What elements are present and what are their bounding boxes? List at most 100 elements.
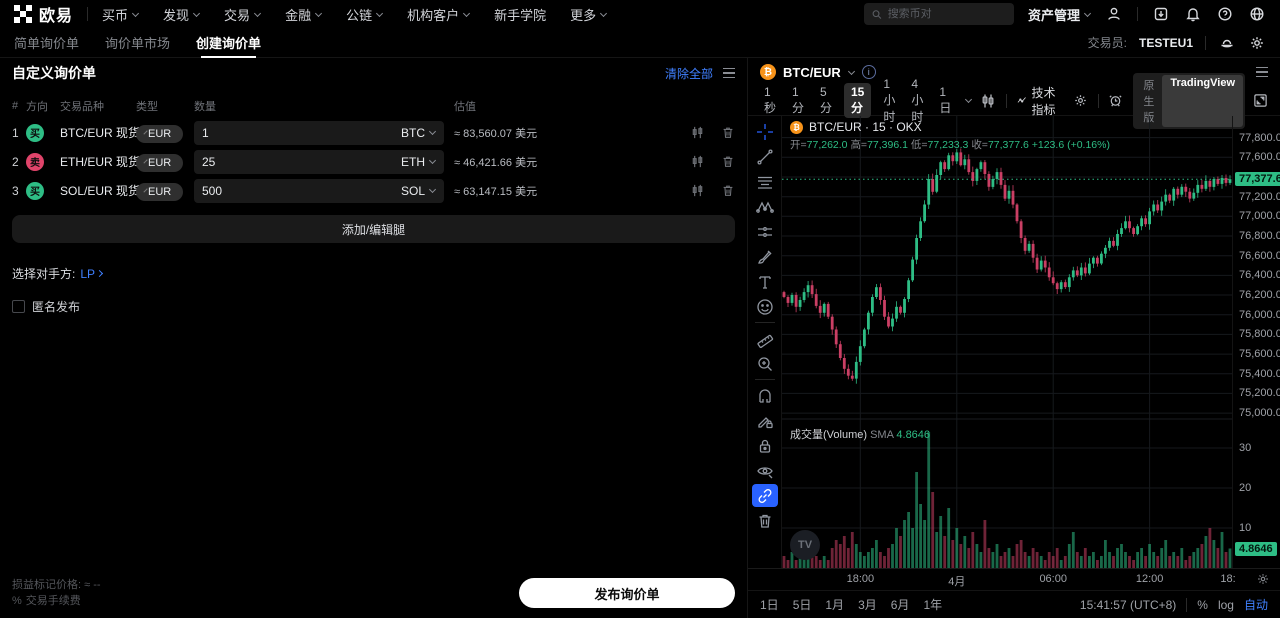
settings-gear-icon[interactable]	[1248, 34, 1266, 52]
magnet-tool-icon[interactable]	[752, 384, 778, 407]
clock[interactable]: 15:41:57 (UTC+8)	[1079, 597, 1177, 612]
quantity-input[interactable]: 25 ETH	[194, 149, 444, 174]
add-edit-legs-button[interactable]: 添加/编辑腿	[12, 215, 735, 243]
delete-leg-icon[interactable]	[721, 183, 735, 198]
tab-2[interactable]: 创建询价单	[196, 28, 261, 58]
currency-pill[interactable]: EUR	[136, 153, 184, 172]
pair-selector[interactable]: ETH/EUR 现货	[60, 153, 148, 170]
range-3月[interactable]: 3月	[858, 598, 877, 612]
currency-pill[interactable]: EUR	[136, 182, 184, 201]
timeframe-1秒[interactable]: 1秒	[764, 85, 777, 115]
hide-drawings-icon[interactable]	[752, 459, 778, 482]
zoom-in-tool-icon[interactable]	[752, 352, 778, 375]
counterparty-selector[interactable]: LP	[80, 267, 104, 281]
drawing-mode-lock-icon[interactable]	[752, 409, 778, 432]
support-hat-icon[interactable]	[1218, 34, 1236, 52]
help-icon[interactable]	[1216, 5, 1234, 23]
timeframe-1日[interactable]: 1日	[939, 85, 952, 115]
bitcoin-icon: ₿	[760, 64, 776, 80]
timeframe-15分[interactable]: 15分	[844, 83, 872, 118]
nav-item-6[interactable]: 新手学院	[494, 5, 546, 24]
xabcd-pattern-tool-icon[interactable]	[752, 195, 778, 218]
range-6月[interactable]: 6月	[890, 598, 910, 612]
crosshair-tool-icon[interactable]	[752, 120, 778, 143]
delete-leg-icon[interactable]	[721, 125, 735, 140]
tradingview-mode-tab[interactable]: TradingView	[1162, 74, 1243, 127]
text-tool-icon[interactable]	[752, 270, 778, 293]
unit-selector[interactable]: ETH	[401, 155, 436, 169]
range-1日[interactable]: 1日	[760, 598, 779, 612]
user-icon[interactable]	[1105, 5, 1123, 23]
unit-selector[interactable]: BTC	[401, 126, 436, 140]
chevron-down-icon[interactable]	[965, 95, 970, 102]
search-box[interactable]	[863, 3, 1014, 25]
notifications-icon[interactable]	[1184, 5, 1202, 23]
info-icon[interactable]: i	[861, 65, 876, 79]
publish-rfq-button[interactable]: 发布询价单	[519, 578, 735, 608]
range-1年[interactable]: 1年	[923, 598, 943, 612]
price-axis[interactable]: 77,800.0 77,600.0 77,200.0 77,000.0 76,800.0…	[1232, 116, 1280, 568]
nav-item-7[interactable]: 更多	[570, 5, 607, 24]
quantity-input[interactable]: 1 BTC	[194, 120, 444, 145]
axis-settings-gear-icon[interactable]	[1256, 572, 1270, 589]
assets-menu[interactable]: 资产管理	[1028, 5, 1091, 24]
candle-style-icon[interactable]	[980, 93, 996, 109]
position-tool-icon[interactable]	[752, 220, 778, 243]
price-chart[interactable]: ₿ BTC/EUR · 15 · OKX 开=77,262.0 高=77,396…	[782, 116, 1232, 568]
tradingview-watermark-icon[interactable]: TV	[790, 530, 820, 560]
nav-item-5[interactable]: 机构客户	[407, 5, 470, 24]
lock-all-tool-icon[interactable]	[752, 434, 778, 457]
sync-drawings-icon[interactable]	[751, 484, 778, 507]
alert-icon[interactable]	[1108, 93, 1123, 108]
measure-tool-icon[interactable]	[752, 327, 778, 350]
timeframe-1分[interactable]: 1分	[792, 85, 805, 115]
quantity-input[interactable]: 500 SOL	[194, 178, 444, 203]
symbol-label[interactable]: BTC/EUR	[783, 64, 841, 80]
quantity-value: 25	[202, 154, 216, 169]
percent-scale-button[interactable]: %	[1197, 597, 1208, 612]
custom-rfq-panel: 自定义询价单 清除全部 # 方向 交易品种 类型 数量 估值 1 买	[0, 58, 748, 618]
panel-menu-icon[interactable]	[723, 67, 735, 79]
timeframe-1小时[interactable]: 1小时	[883, 76, 896, 124]
trendline-tool-icon[interactable]	[752, 145, 778, 168]
chart-settings-icon[interactable]	[1073, 93, 1088, 108]
clear-all-link[interactable]: 清除全部	[664, 66, 713, 81]
chart-menu-icon[interactable]	[1256, 66, 1268, 78]
brush-tool-icon[interactable]	[752, 245, 778, 268]
pair-selector[interactable]: SOL/EUR 现货	[60, 182, 148, 199]
emoji-tool-icon[interactable]	[752, 295, 778, 318]
search-input[interactable]	[887, 8, 1006, 20]
tab-1[interactable]: 询价单市场	[105, 36, 171, 51]
currency-pill[interactable]: EUR	[136, 124, 184, 143]
indicators-button[interactable]: 技术指标	[1017, 84, 1063, 118]
divider	[754, 379, 775, 380]
mini-chart-icon[interactable]	[690, 183, 705, 198]
nav-item-4[interactable]: 公链	[346, 5, 383, 24]
time-axis[interactable]: 18:00 4月 06:00 12:00 18:	[748, 568, 1280, 590]
tab-0[interactable]: 简单询价单	[14, 36, 80, 51]
okx-logo[interactable]: 欧易	[14, 2, 73, 26]
auto-scale-button[interactable]: 自动	[1243, 598, 1268, 612]
range-1月[interactable]: 1月	[825, 598, 845, 612]
timeframe-5分[interactable]: 5分	[820, 85, 833, 115]
unit-selector[interactable]: SOL	[401, 184, 436, 198]
download-app-icon[interactable]	[1152, 5, 1170, 23]
delete-leg-icon[interactable]	[721, 154, 735, 169]
fib-lines-tool-icon[interactable]	[752, 170, 778, 193]
anonymous-checkbox[interactable]	[12, 300, 25, 313]
fullscreen-icon[interactable]	[1253, 93, 1268, 108]
language-globe-icon[interactable]	[1248, 5, 1266, 23]
nav-item-1[interactable]: 发现	[163, 5, 200, 24]
nav-item-3[interactable]: 金融	[285, 5, 322, 24]
remove-drawings-icon[interactable]	[752, 509, 778, 532]
mini-chart-icon[interactable]	[690, 125, 705, 140]
range-5日[interactable]: 5日	[792, 598, 812, 612]
native-mode-tab[interactable]: 原生版	[1143, 79, 1155, 124]
log-scale-button[interactable]: log	[1217, 597, 1234, 612]
time-tick: 18:00	[846, 573, 875, 585]
timeframe-4小时[interactable]: 4小时	[911, 76, 924, 124]
nav-item-2[interactable]: 交易	[224, 5, 261, 24]
mini-chart-icon[interactable]	[690, 154, 705, 169]
nav-item-0[interactable]: 买币	[102, 5, 139, 24]
pair-selector[interactable]: BTC/EUR 现货	[60, 124, 148, 141]
